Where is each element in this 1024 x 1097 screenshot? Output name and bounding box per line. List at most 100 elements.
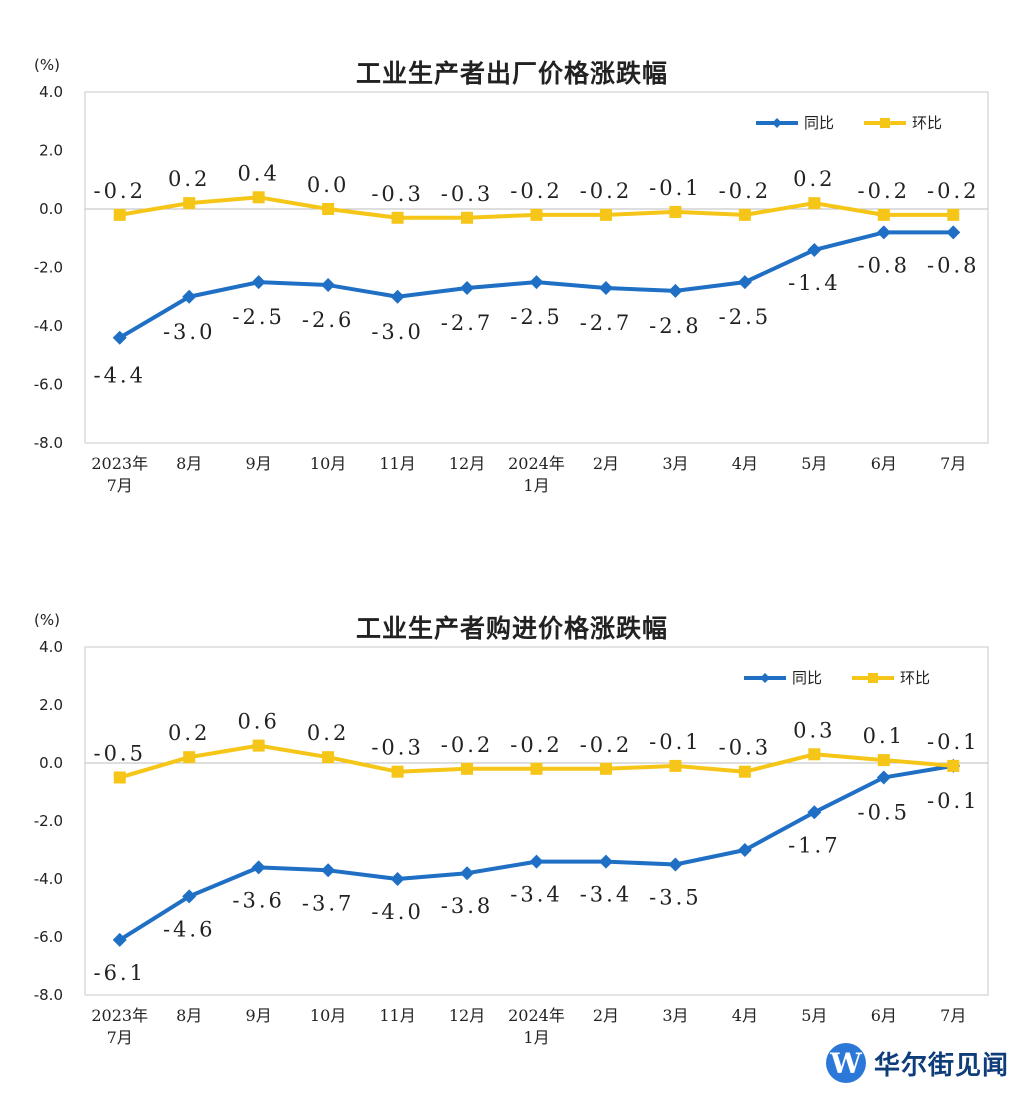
mom-point (113, 771, 126, 784)
y-tick-label: -6.0 (34, 928, 63, 946)
mom-data-label: -0.2 (858, 179, 911, 203)
yoy-point (460, 280, 475, 295)
mom-point (738, 765, 751, 778)
x-tick-label: 7月 (940, 454, 966, 473)
x-tick-label: 2024年 (508, 454, 565, 473)
chart-plot: 4.0 2.0 0.0 -2.0 -4.0 -6.0 -8.0 2023年 7月 8月 9月 10月 1… (34, 638, 989, 1047)
mom-point (322, 203, 335, 215)
mom-point (322, 751, 335, 764)
yoy-data-label: -2.5 (719, 305, 772, 329)
legend-yoy-swatch (756, 117, 798, 128)
yoy-point (390, 872, 405, 886)
legend-mom-label: 环比 (900, 669, 931, 687)
y-tick-label: -2.0 (34, 812, 63, 830)
x-tick-label: 12月 (449, 1006, 485, 1025)
x-tick-label: 12月 (449, 454, 485, 473)
mom-point (599, 762, 612, 775)
yoy-data-label: -2.5 (510, 305, 563, 329)
x-tick-label: 2023年 (91, 1006, 148, 1025)
mom-data-label: 0.0 (307, 173, 349, 197)
yoy-data-label: -2.7 (580, 311, 633, 335)
yoy-point (460, 866, 475, 881)
yoy-data-label: -3.8 (441, 894, 494, 918)
mom-point (808, 197, 821, 210)
x-tick-label: 2月 (593, 1006, 619, 1025)
yoy-data-label: -0.8 (927, 253, 980, 277)
yoy-point (321, 278, 336, 293)
mom-data-label: 0.2 (793, 167, 835, 191)
y-tick-label: 2.0 (39, 696, 63, 714)
x-tick-label: 6月 (871, 454, 897, 473)
x-tick-label: 3月 (662, 1006, 688, 1025)
yoy-point (946, 225, 961, 240)
y-tick-label: 4.0 (39, 83, 63, 101)
watermark: W 华尔街见闻 (826, 1043, 1009, 1083)
mom-point (877, 754, 890, 767)
mom-point (461, 211, 474, 224)
mom-point (808, 748, 821, 761)
mom-data-label: -0.2 (580, 179, 633, 203)
x-tick-label: 8月 (176, 1006, 202, 1025)
legend-mom-swatch (864, 117, 907, 128)
mom-data-label: -0.3 (719, 736, 772, 760)
yoy-data-label: -2.8 (649, 314, 702, 338)
x-tick-label: 11月 (379, 1006, 415, 1025)
yoy-point (529, 275, 544, 290)
yoy-data-label: -3.4 (510, 883, 563, 907)
yoy-point (321, 863, 336, 878)
mom-data-label: -0.1 (927, 730, 980, 754)
mom-data-label: -0.5 (93, 742, 146, 766)
x-tick-label: 11月 (379, 454, 415, 473)
yoy-point (737, 275, 752, 290)
yoy-data-label: -0.5 (858, 801, 911, 825)
chart-title: 工业生产者出厂价格涨跌幅 (355, 59, 668, 88)
mom-data-label: -0.1 (649, 176, 702, 200)
mom-data-label: -0.2 (719, 179, 772, 203)
y-tick-label: 4.0 (39, 638, 63, 656)
x-tick-label: 7月 (940, 1006, 966, 1025)
yoy-data-label: -2.5 (232, 305, 285, 329)
x-tick-label: 2024年 (508, 1006, 565, 1025)
yoy-point (807, 805, 822, 820)
yoy-data-label: -2.7 (441, 311, 494, 335)
y-tick-label: -2.0 (34, 259, 63, 277)
x-tick-label: 1月 (523, 476, 549, 495)
plot-frame (84, 646, 989, 996)
mom-data-label: -0.2 (510, 733, 563, 757)
mom-data-label: -0.1 (649, 730, 702, 754)
x-tick-label: 8月 (176, 454, 202, 473)
mom-point (669, 205, 682, 218)
mom-data-label: 0.3 (793, 718, 835, 742)
mom-point (461, 762, 474, 775)
mom-point (183, 197, 196, 210)
plot-frame (84, 91, 989, 444)
mom-data-label: -0.2 (927, 179, 980, 203)
x-tick-label: 3月 (662, 454, 688, 473)
legend-yoy-swatch (744, 672, 786, 683)
yoy-data-label: -4.4 (93, 364, 146, 388)
legend-yoy-label: 同比 (804, 114, 835, 132)
y-tick-label: -8.0 (34, 434, 63, 452)
yoy-point (598, 854, 613, 869)
yoy-data-label: -0.8 (858, 253, 911, 277)
y-tick-label: -6.0 (34, 376, 63, 394)
x-tick-label: 2月 (593, 454, 619, 473)
yoy-point (668, 283, 683, 298)
yoy-data-label: -1.4 (788, 271, 841, 295)
x-tick-label: 6月 (871, 1006, 897, 1025)
yoy-data-label: -3.5 (649, 886, 702, 910)
yoy-point (807, 242, 822, 257)
legend-mom-swatch (852, 672, 895, 683)
mom-data-label: 0.1 (863, 724, 905, 748)
watermark-logo-icon: W (826, 1043, 866, 1083)
yoy-point (112, 330, 127, 345)
x-tick-label: 5月 (801, 454, 827, 473)
mom-point (530, 762, 543, 775)
y-tick-label: 0.0 (39, 200, 63, 218)
yoy-point (251, 275, 266, 290)
mom-data-label: 0.2 (307, 721, 349, 745)
mom-point (530, 208, 543, 221)
mom-data-label: 0.4 (237, 161, 279, 185)
yoy-point (737, 843, 752, 857)
legend-yoy-label: 同比 (792, 669, 823, 687)
